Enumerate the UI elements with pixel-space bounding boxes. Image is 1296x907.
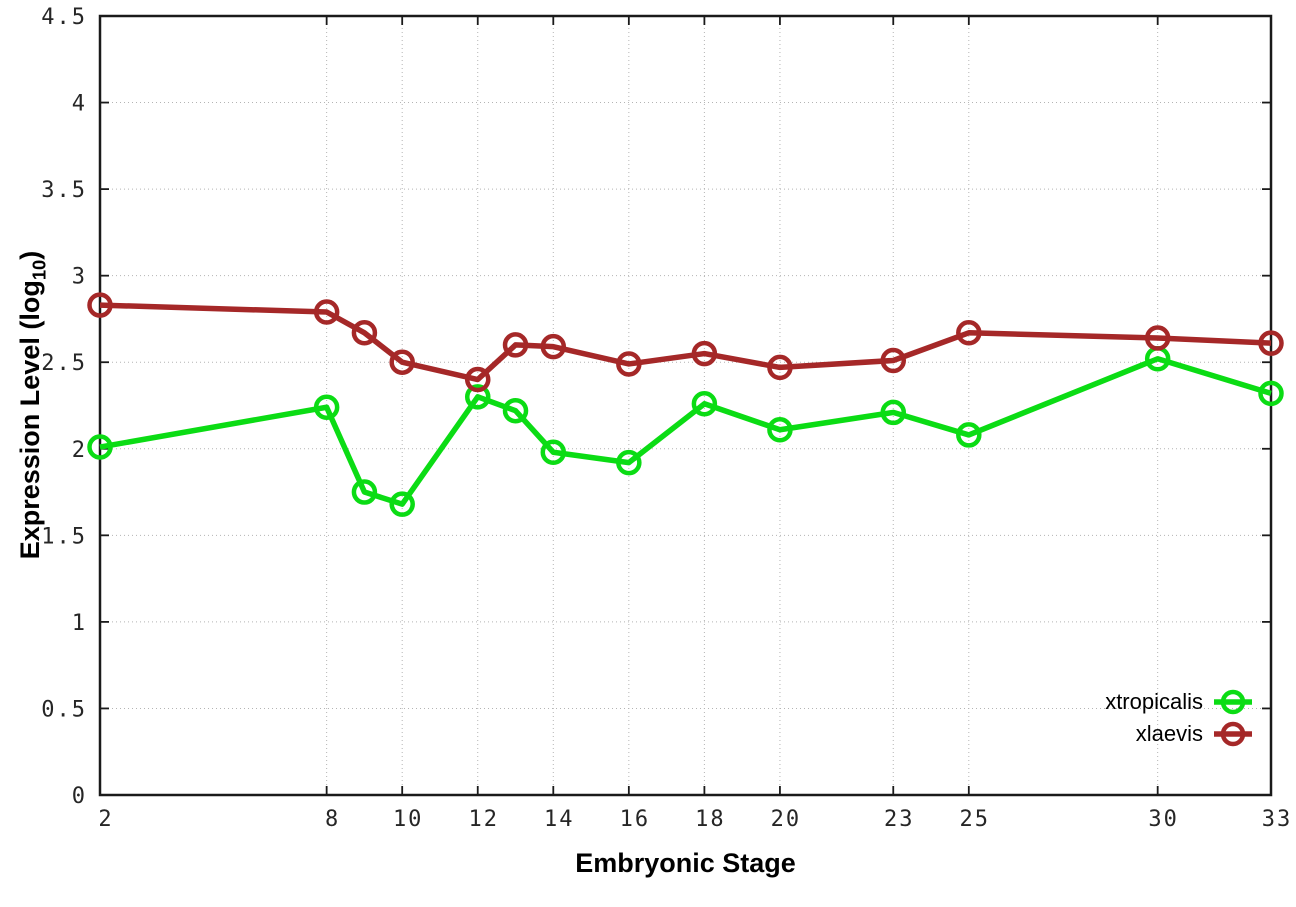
- legend-item-xlaevis: xlaevis: [1105, 719, 1253, 749]
- legend-label-xlaevis: xlaevis: [1135, 721, 1203, 746]
- y-tick-label: 4.5: [41, 5, 87, 30]
- x-tick-label: 30: [1148, 807, 1179, 832]
- legend-marker-xlaevis-icon: [1214, 721, 1252, 747]
- y-tick-label: 2.5: [41, 351, 87, 376]
- data-point-xtropicalis: [691, 391, 718, 417]
- legend-label-xtropicalis: xtropicalis: [1105, 689, 1203, 714]
- y-axis-title: Expression Level (log10): [10, 218, 50, 592]
- y-tick-label: 3.5: [41, 178, 87, 203]
- y-tick-label: 4: [72, 92, 87, 117]
- data-point-xtropicalis: [767, 416, 793, 443]
- data-point-xlaevis: [389, 349, 415, 375]
- plot-border: [98, 14, 1273, 797]
- data-point-xlaevis: [1258, 330, 1284, 356]
- x-tick-label: 8: [325, 807, 340, 832]
- x-tick-label: 10: [393, 807, 424, 832]
- legend-marker-xtropicalis-icon: [1214, 689, 1252, 715]
- y-tick-label: 1.5: [41, 524, 87, 549]
- x-tick-label: 23: [884, 807, 915, 832]
- y-axis-title-end: ): [15, 250, 45, 260]
- data-point-xlaevis: [87, 292, 113, 318]
- y-tick-label: 0: [72, 784, 87, 809]
- data-point-xlaevis: [616, 351, 642, 377]
- y-axis-title-subscript: 10: [28, 259, 50, 281]
- data-point-xtropicalis: [540, 439, 567, 465]
- x-tick-label: 12: [468, 807, 499, 832]
- x-axis-title: Embryonic Stage: [575, 848, 796, 878]
- data-point-xtropicalis: [616, 449, 642, 476]
- data-point-xtropicalis: [313, 394, 340, 420]
- x-tick-label: 33: [1262, 807, 1293, 832]
- y-tick-label: 2: [72, 438, 87, 463]
- series-line-xtropicalis: [99, 356, 1272, 507]
- x-tick-label: 25: [960, 807, 991, 832]
- data-point-xtropicalis: [880, 399, 907, 426]
- data-point-xlaevis: [1144, 325, 1171, 351]
- data-point-xlaevis: [351, 320, 378, 346]
- data-point-xtropicalis: [1258, 380, 1284, 407]
- data-point-xlaevis: [313, 299, 340, 325]
- legend-item-xtropicalis: xtropicalis: [1105, 687, 1253, 717]
- data-point-xlaevis: [540, 333, 567, 360]
- y-tick-label: 1: [72, 611, 87, 636]
- y-tick-label: 0.5: [41, 697, 87, 722]
- data-point-xlaevis: [464, 366, 491, 393]
- legend: xtropicalis xlaevis: [1105, 687, 1253, 749]
- data-point-xlaevis: [502, 332, 529, 358]
- data-point-xtropicalis: [351, 479, 378, 505]
- y-tick-label: 3: [72, 265, 87, 290]
- data-point-xtropicalis: [87, 434, 113, 460]
- x-tick-label: 18: [695, 807, 726, 832]
- x-tick-label: 2: [98, 807, 113, 832]
- series-line-xlaevis: [99, 302, 1272, 383]
- x-tick-label: 16: [620, 807, 651, 832]
- data-point-xlaevis: [880, 347, 907, 374]
- data-point-xtropicalis: [956, 422, 982, 448]
- x-tick-label: 14: [544, 807, 575, 832]
- data-point-xlaevis: [956, 320, 982, 346]
- y-axis-title-main: Expression Level (log: [15, 280, 45, 560]
- data-point-xtropicalis: [464, 384, 491, 410]
- data-point-xtropicalis: [389, 491, 415, 517]
- data-point-xtropicalis: [502, 397, 529, 424]
- data-point-xlaevis: [767, 354, 793, 381]
- data-point-xlaevis: [691, 340, 718, 367]
- x-tick-label: 20: [771, 807, 802, 832]
